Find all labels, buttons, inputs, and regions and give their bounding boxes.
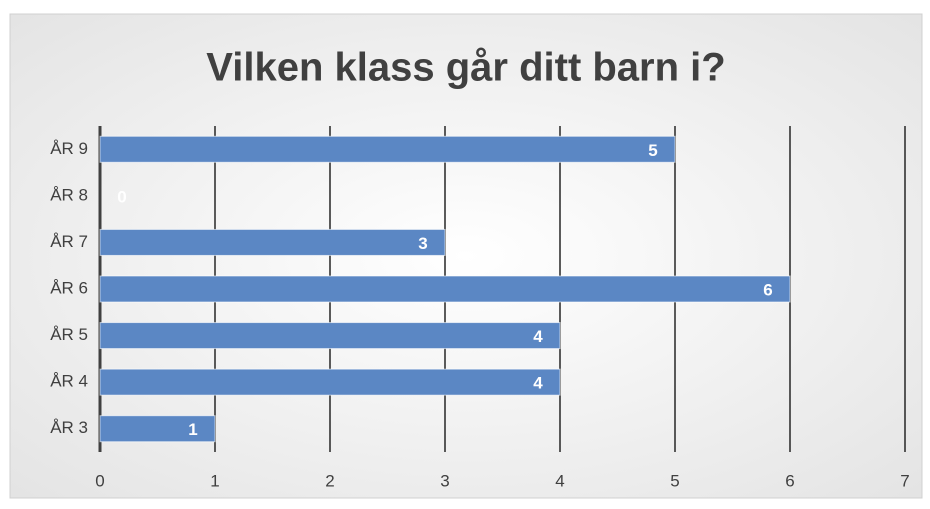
bar	[99, 322, 561, 350]
y-tick-label: ÅR 4	[50, 372, 88, 391]
bar	[99, 368, 561, 396]
data-label: 1	[188, 420, 197, 439]
data-label: 5	[648, 141, 657, 160]
x-tick-label: 2	[325, 471, 334, 490]
bar	[99, 135, 676, 163]
bar	[99, 275, 791, 303]
y-tick-label: ÅR 5	[50, 325, 88, 344]
x-tick-label: 3	[440, 471, 449, 490]
data-label: 0	[117, 187, 126, 206]
x-tick-label: 0	[95, 471, 104, 490]
y-tick-label: ÅR 8	[50, 185, 88, 204]
x-tick-label: 1	[210, 471, 219, 490]
y-tick-label: ÅR 7	[50, 232, 88, 251]
x-tick-label: 4	[555, 471, 564, 490]
y-tick-label: ÅR 3	[50, 418, 88, 437]
bar	[99, 415, 216, 443]
x-tick-label: 6	[785, 471, 794, 490]
x-tick-label: 5	[670, 471, 679, 490]
bar	[99, 228, 446, 256]
data-label: 4	[533, 374, 543, 393]
data-label: 6	[763, 280, 772, 299]
chart-title: Vilken klass går ditt barn i?	[206, 46, 725, 90]
x-tick-label: 7	[900, 471, 909, 490]
y-tick-label: ÅR 9	[50, 139, 88, 158]
y-tick-label: ÅR 6	[50, 278, 88, 297]
data-label: 3	[418, 234, 427, 253]
data-label: 4	[533, 327, 543, 346]
